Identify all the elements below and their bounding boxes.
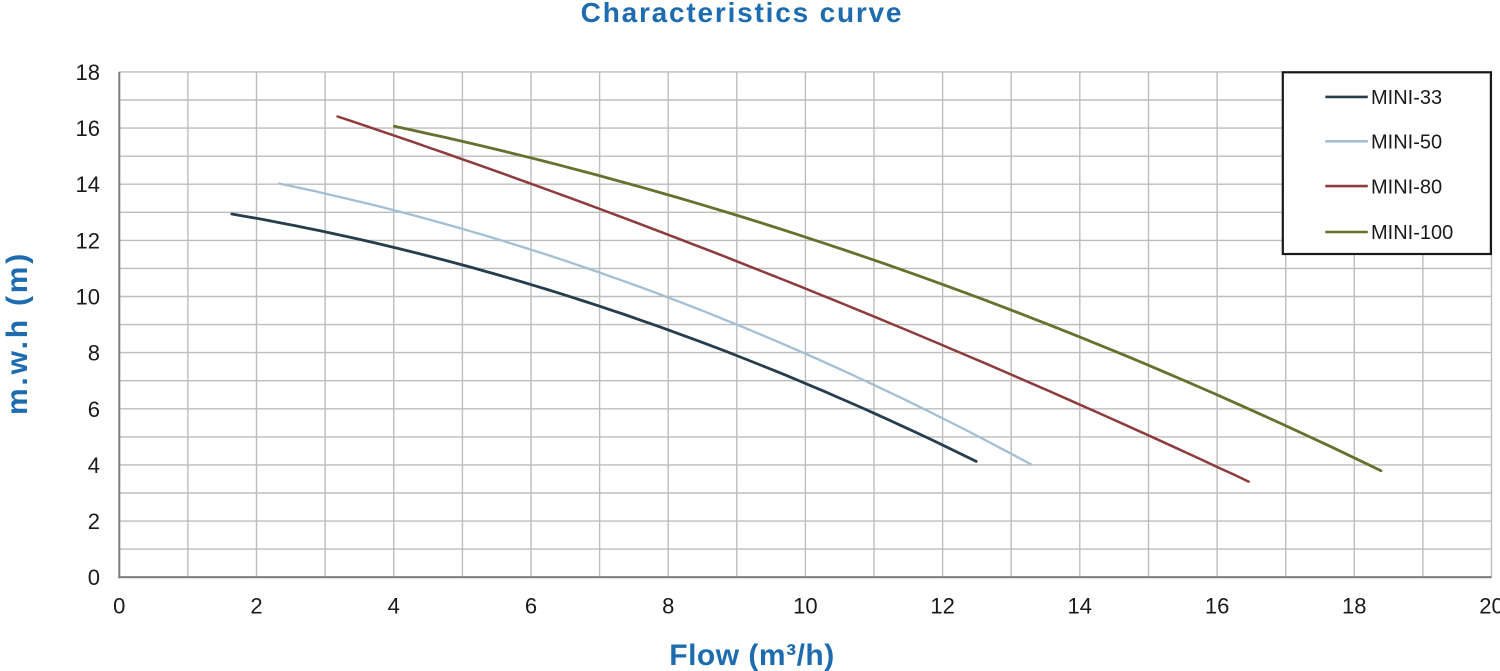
svg-text:14: 14 xyxy=(76,172,100,197)
svg-text:0: 0 xyxy=(88,565,100,590)
svg-text:MINI-80: MINI-80 xyxy=(1371,176,1442,198)
svg-text:0: 0 xyxy=(113,594,125,619)
svg-text:6: 6 xyxy=(88,397,100,422)
svg-text:10: 10 xyxy=(793,594,817,619)
svg-text:10: 10 xyxy=(76,285,100,310)
svg-text:MINI-33: MINI-33 xyxy=(1371,87,1442,109)
svg-text:6: 6 xyxy=(525,594,537,619)
svg-text:MINI-100: MINI-100 xyxy=(1371,222,1453,244)
svg-text:16: 16 xyxy=(76,116,100,141)
svg-text:MINI-50: MINI-50 xyxy=(1371,132,1442,154)
svg-text:12: 12 xyxy=(930,594,954,619)
svg-text:12: 12 xyxy=(76,228,100,253)
svg-text:20: 20 xyxy=(1479,594,1500,619)
svg-text:8: 8 xyxy=(662,594,674,619)
svg-text:4: 4 xyxy=(388,594,400,619)
svg-text:18: 18 xyxy=(1342,594,1366,619)
svg-text:2: 2 xyxy=(250,594,262,619)
svg-text:14: 14 xyxy=(1068,594,1092,619)
svg-text:4: 4 xyxy=(88,453,100,478)
svg-text:8: 8 xyxy=(88,341,100,366)
svg-text:2: 2 xyxy=(88,509,100,534)
svg-text:18: 18 xyxy=(76,60,100,85)
svg-text:16: 16 xyxy=(1205,594,1229,619)
